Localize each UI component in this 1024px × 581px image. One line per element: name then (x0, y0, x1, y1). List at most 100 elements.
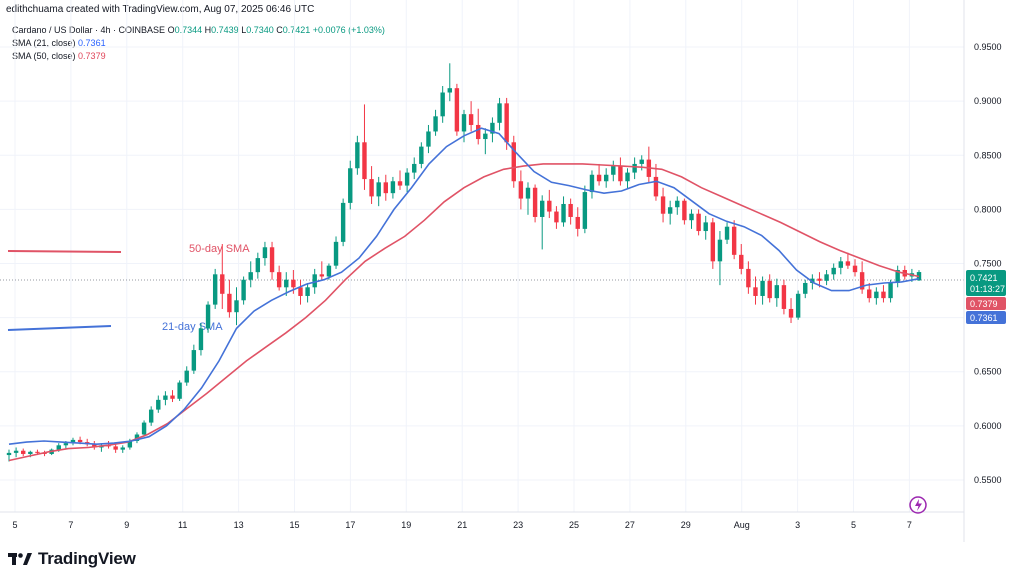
sma21-legend-row[interactable]: SMA (21, close) 0.7361 (12, 37, 385, 50)
candle-body (92, 444, 97, 448)
candle (120, 445, 125, 453)
x-tick-label: 19 (401, 520, 411, 530)
candle-body (333, 241, 339, 266)
x-tick-label: 3 (795, 520, 800, 530)
candle (731, 220, 737, 260)
candle-body (525, 187, 531, 199)
candle-body (127, 440, 133, 448)
candle (177, 380, 182, 401)
candle (646, 146, 652, 183)
candle-body (739, 254, 744, 269)
candle-body (731, 226, 737, 255)
candle-body (795, 293, 801, 318)
last-price-tag-countdown: 01:13:27 (970, 284, 1005, 294)
x-tick-label: 7 (907, 520, 912, 530)
candle-body (767, 280, 772, 299)
candle-body (781, 285, 787, 309)
candle-body (355, 142, 360, 169)
candle (205, 301, 211, 333)
candle (895, 265, 900, 288)
y-tick-label: 0.6500 (974, 367, 1002, 377)
candle (170, 390, 175, 403)
open-key: O (167, 25, 175, 35)
candle-body (895, 269, 900, 283)
candle (717, 231, 723, 286)
candle-body (383, 182, 389, 194)
last-price-tag-value: 0.7421 (970, 273, 998, 283)
candle-body (561, 203, 566, 223)
candle-body (774, 285, 780, 299)
candle-body (539, 200, 545, 217)
candle (803, 279, 808, 299)
candle-body (184, 370, 189, 383)
x-tick-label: 29 (681, 520, 691, 530)
sma21-label: SMA (21, close) (12, 38, 76, 48)
candle-body (710, 222, 716, 262)
candle-body (198, 328, 204, 351)
candle (859, 261, 865, 294)
candle-body (35, 451, 40, 453)
candle-body (298, 287, 303, 296)
candle (156, 395, 161, 413)
candle (611, 160, 616, 182)
candle (383, 174, 389, 201)
candle (739, 244, 744, 275)
candle-body (234, 300, 239, 313)
candle (191, 344, 197, 374)
candle (376, 176, 381, 207)
candle (70, 437, 76, 446)
candle-body (397, 181, 403, 186)
price-axis: 0.55000.60000.65000.70000.75000.80000.85… (974, 42, 1002, 485)
sma50-legend-row[interactable]: SMA (50, close) 0.7379 (12, 50, 385, 63)
candle (255, 252, 261, 279)
candle (539, 195, 545, 250)
candle-body (220, 274, 225, 294)
candle-body (468, 114, 474, 125)
low-key: L (241, 25, 247, 35)
last-price-tag: 0.7421 01:13:27 (966, 270, 1006, 296)
x-tick-label: 27 (625, 520, 635, 530)
tradingview-branding[interactable]: TradingView (8, 549, 136, 569)
candle-body (682, 200, 687, 221)
candle-body (21, 450, 26, 454)
candle (468, 101, 474, 132)
candle-body (433, 116, 438, 132)
candle-body (618, 166, 623, 182)
candle-body (326, 265, 332, 277)
x-tick-label: 9 (124, 520, 129, 530)
candlestick-series (6, 63, 922, 462)
candle (554, 206, 559, 229)
x-tick-label: 7 (68, 520, 73, 530)
alert-icon[interactable] (909, 496, 927, 514)
candle (148, 406, 154, 426)
candle (838, 257, 844, 275)
candle (625, 168, 630, 189)
candle-body (404, 172, 410, 186)
time-axis: 5 7 9 11 13 15 17 19 21 23 25 27 29 Aug 3 5 7 (12, 520, 911, 530)
sma21-price-tag-value: 0.7361 (970, 313, 998, 323)
open-value: 0.7344 (174, 25, 203, 35)
candle-body (340, 202, 346, 242)
candle-body (547, 200, 552, 212)
candle (84, 438, 90, 447)
candle (404, 168, 410, 193)
sma50-price-tag-bg (966, 297, 1006, 310)
candle (269, 241, 275, 280)
candle-body (504, 103, 509, 143)
candle (660, 187, 666, 223)
x-tick-label: 21 (457, 520, 467, 530)
y-tick-label: 0.6000 (974, 421, 1002, 431)
candle-body (362, 142, 367, 180)
candle (433, 109, 438, 136)
candle (262, 241, 268, 266)
candle (795, 290, 801, 320)
candle (340, 198, 346, 247)
candle-body (874, 291, 879, 299)
candle (831, 263, 836, 280)
candle (511, 135, 516, 188)
candle (653, 163, 659, 201)
candle-body (248, 272, 253, 280)
candle-body (412, 163, 417, 173)
candle-body (603, 174, 609, 182)
